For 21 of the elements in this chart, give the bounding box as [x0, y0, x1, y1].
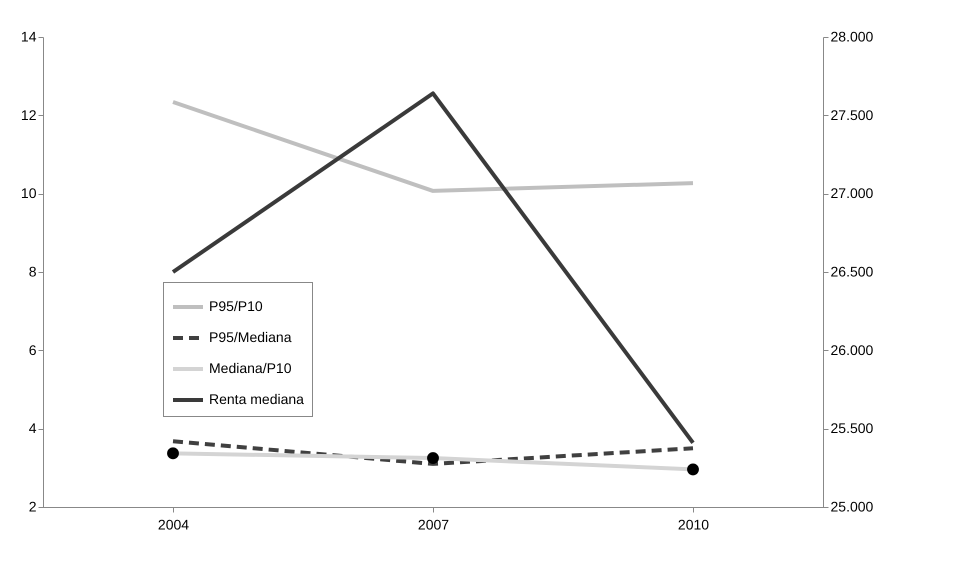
- y2-tick-label: 27.000: [830, 185, 874, 202]
- legend-label: Mediana/P10: [209, 360, 292, 376]
- x-tick-label: 2007: [418, 516, 450, 532]
- y-tick-label: 14: [20, 28, 37, 44]
- y2-tick-label: 27.500: [830, 106, 874, 123]
- y-tick-label: 8: [28, 264, 37, 280]
- y2-tick-label: 26.500: [830, 264, 874, 280]
- y-tick-label: 12: [20, 106, 37, 123]
- legend-label: Renta mediana: [209, 391, 304, 407]
- y2-tick-label: 25.000: [830, 498, 874, 514]
- x-tick-label: 2010: [678, 516, 710, 532]
- y-tick-label: 10: [20, 185, 37, 202]
- y-tick-label: 6: [28, 342, 37, 358]
- y2-tick-label: 26.000: [830, 342, 874, 358]
- y-tick-label: 4: [28, 420, 37, 436]
- x-tick-label: 2004: [158, 516, 190, 532]
- y-tick-label: 2: [28, 498, 37, 514]
- legend-label: P95/P10: [209, 298, 263, 314]
- y2-tick-label: 25.500: [830, 420, 874, 436]
- legend-label: P95/Mediana: [209, 329, 292, 345]
- y2-tick-label: 28.000: [830, 28, 874, 44]
